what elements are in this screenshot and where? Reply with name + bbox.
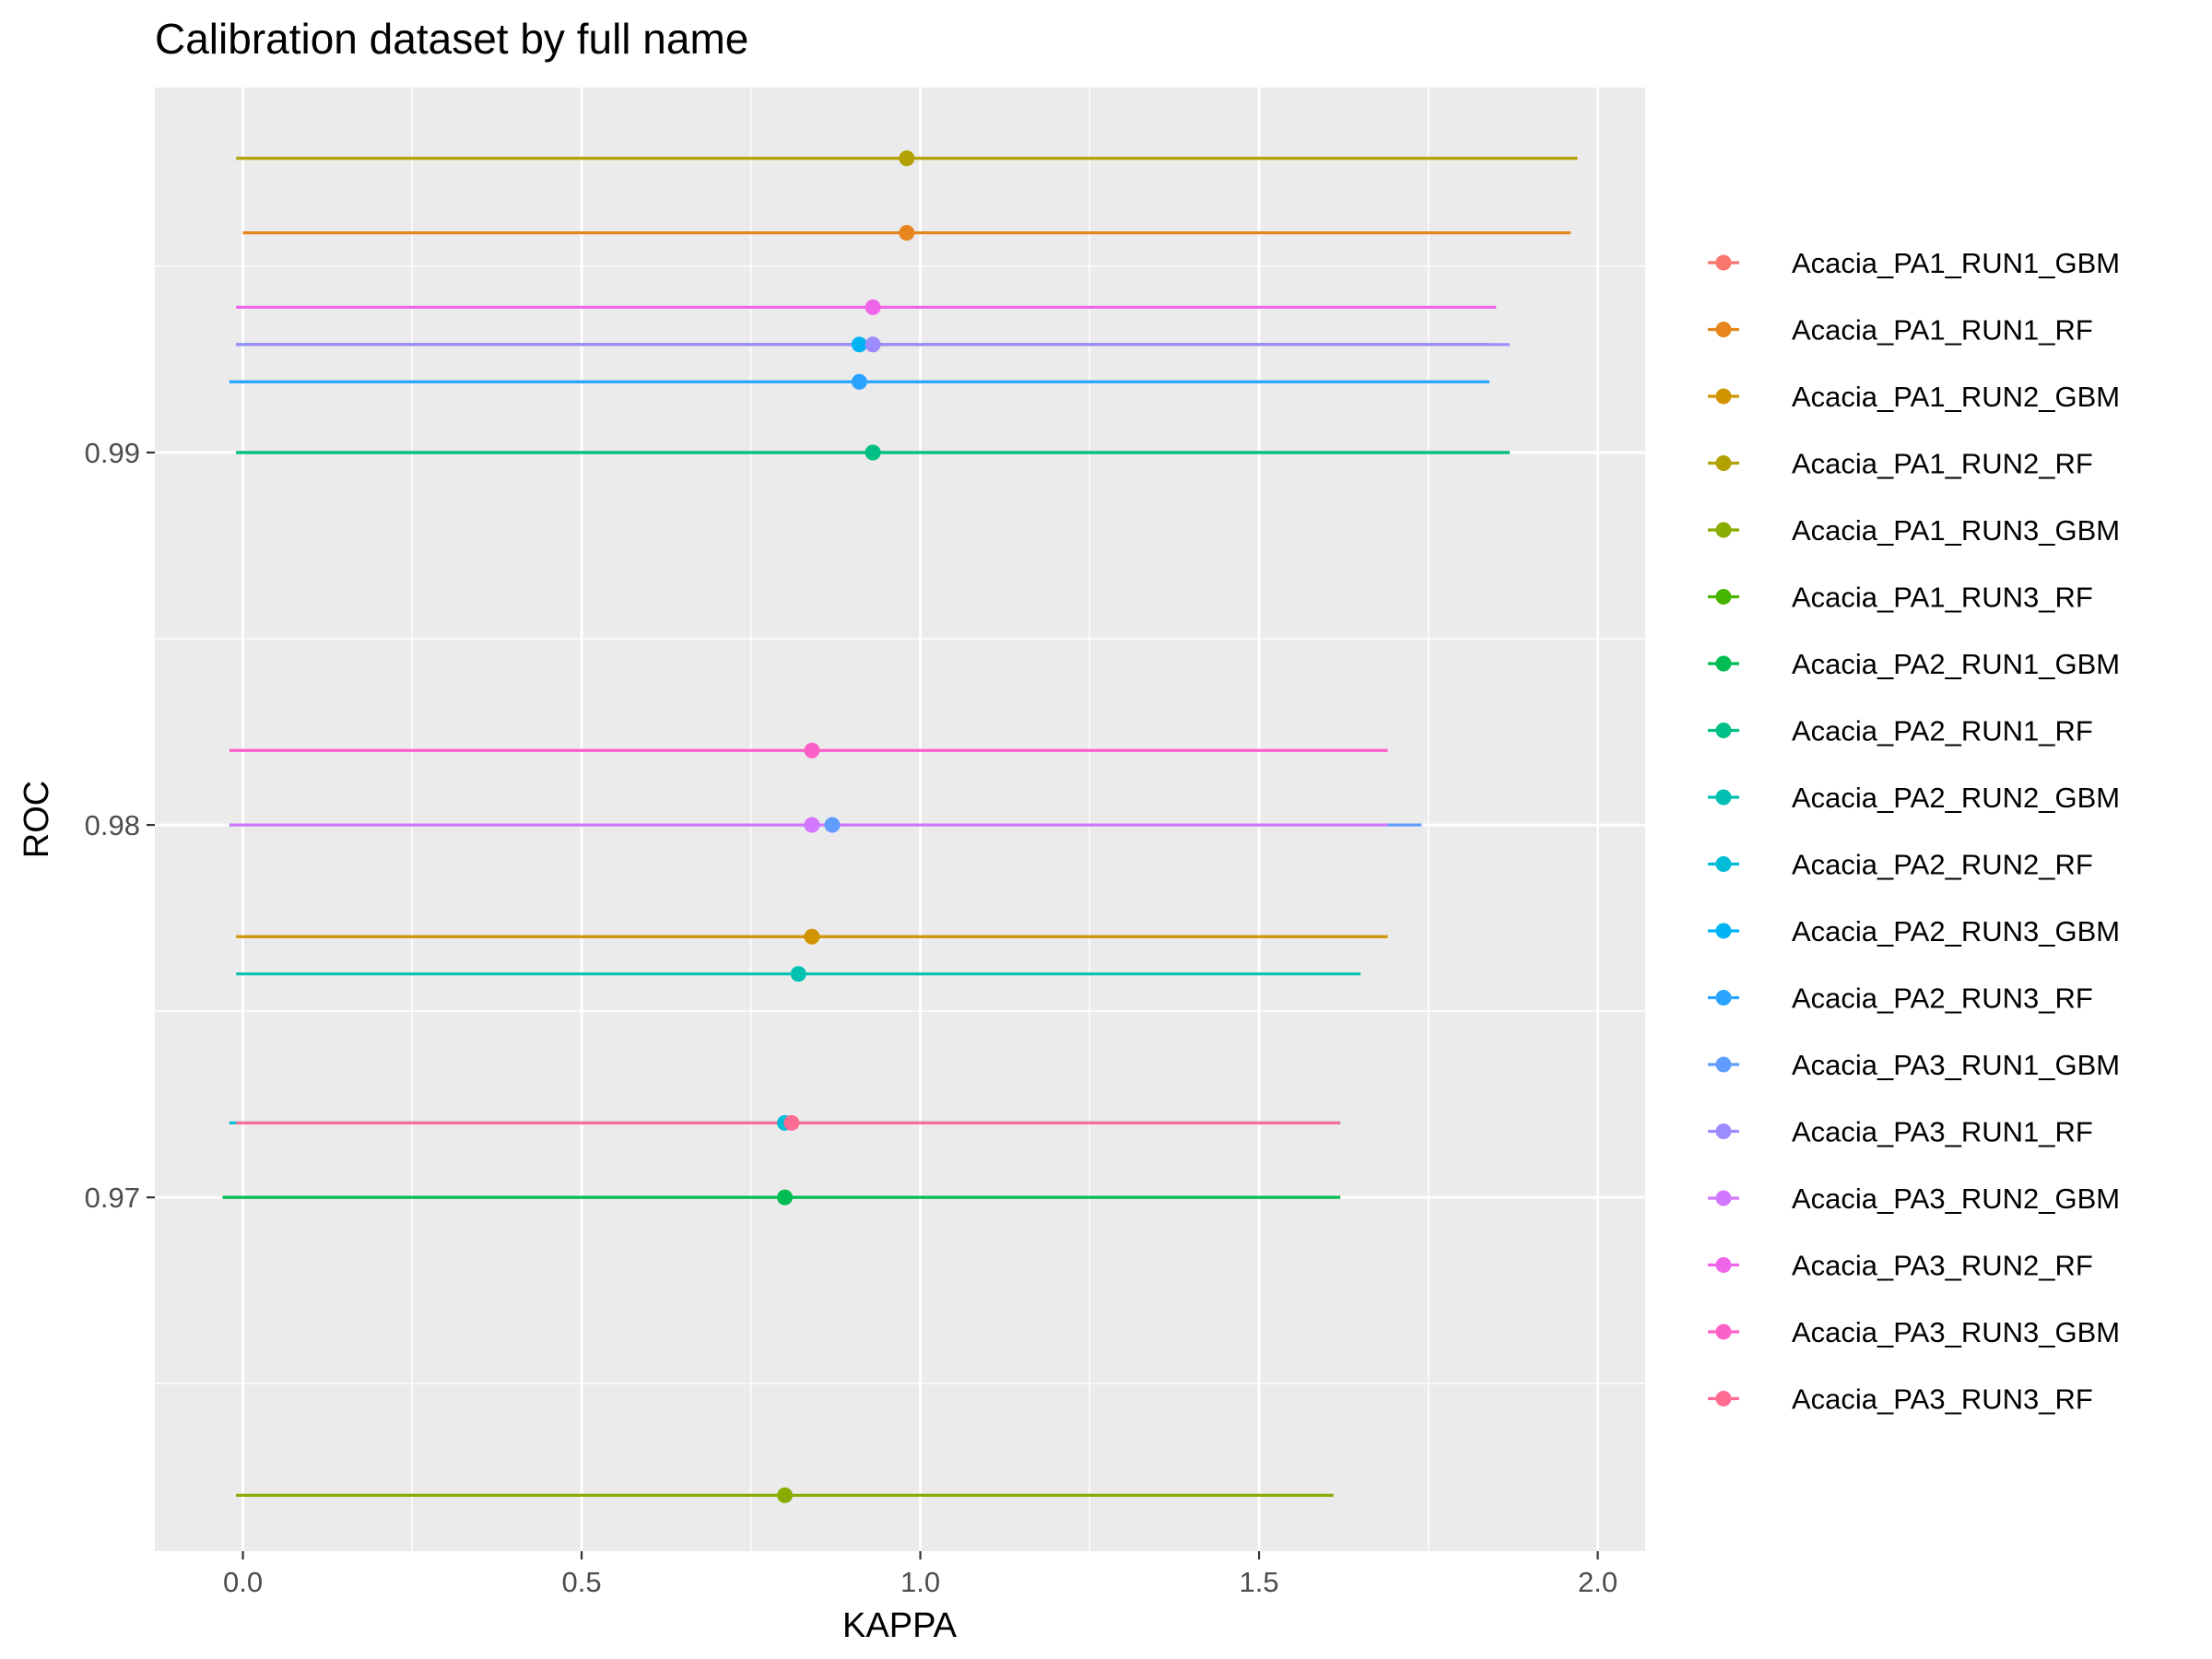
legend-key-point [1715, 522, 1732, 538]
legend-item: Acacia_PA3_RUN3_RF [1708, 1383, 2093, 1416]
data-point [851, 373, 867, 390]
legend-item: Acacia_PA1_RUN1_RF [1708, 314, 2093, 347]
legend-key-point [1715, 1324, 1732, 1340]
legend-label: Acacia_PA1_RUN1_RF [1792, 314, 2093, 347]
legend-item: Acacia_PA3_RUN2_RF [1708, 1250, 2093, 1282]
legend-item: Acacia_PA1_RUN2_RF [1708, 448, 2093, 480]
legend-item: Acacia_PA2_RUN2_GBM [1708, 782, 2120, 814]
y-axis-label: ROC [18, 781, 56, 858]
data-point [777, 1189, 794, 1206]
legend-item: Acacia_PA2_RUN1_RF [1708, 715, 2093, 747]
legend-item: Acacia_PA2_RUN3_RF [1708, 982, 2093, 1015]
legend-item: Acacia_PA2_RUN2_RF [1708, 849, 2093, 881]
x-tick-label: 0.0 [223, 1566, 263, 1598]
legend-key-point [1715, 322, 1732, 337]
legend-key-point [1715, 455, 1732, 471]
legend-label: Acacia_PA2_RUN2_RF [1792, 849, 2093, 881]
data-point [804, 742, 820, 759]
legend-label: Acacia_PA2_RUN3_RF [1792, 982, 2093, 1015]
y-axis: 0.97 0.98 0.99 [85, 437, 155, 1214]
data-point [790, 966, 806, 982]
legend-key-point [1715, 723, 1732, 738]
legend-item: Acacia_PA1_RUN2_GBM [1708, 381, 2120, 413]
minor-grid [155, 88, 1645, 1551]
y-tick-label: 0.99 [85, 437, 140, 469]
data-point [865, 299, 881, 315]
legend-item: Acacia_PA3_RUN1_RF [1708, 1116, 2093, 1148]
legend-key-point [1715, 1190, 1732, 1206]
legend-label: Acacia_PA1_RUN3_GBM [1792, 514, 2120, 547]
legend-item: Acacia_PA1_RUN1_GBM [1708, 247, 2120, 279]
data-point [804, 928, 820, 945]
data-point [783, 1114, 800, 1131]
legend-label: Acacia_PA3_RUN2_RF [1792, 1250, 2093, 1282]
data-point [824, 817, 841, 833]
data-point [865, 336, 881, 353]
legend-label: Acacia_PA2_RUN1_RF [1792, 715, 2093, 747]
legend-key-point [1715, 1124, 1732, 1139]
x-tick-label: 1.0 [900, 1566, 940, 1598]
data-point [851, 336, 867, 353]
data-point [899, 225, 915, 241]
legend-key-point [1715, 1056, 1732, 1073]
legend-item: Acacia_PA3_RUN3_GBM [1708, 1316, 2120, 1348]
legend-label: Acacia_PA3_RUN2_GBM [1792, 1182, 2120, 1215]
legend-item: Acacia_PA3_RUN1_GBM [1708, 1049, 2120, 1081]
legend-label: Acacia_PA3_RUN1_GBM [1792, 1049, 2120, 1081]
legend-key-point [1715, 254, 1732, 271]
legend-key-point [1715, 1257, 1732, 1273]
plot-panel [155, 88, 1645, 1551]
legend-item: Acacia_PA1_RUN3_GBM [1708, 514, 2120, 547]
chart-title: Calibration dataset by full name [155, 15, 748, 63]
data-point [899, 150, 915, 167]
legend-key-point [1715, 923, 1732, 939]
legend-item: Acacia_PA2_RUN3_GBM [1708, 915, 2120, 947]
y-tick-label: 0.98 [85, 809, 140, 841]
legend-label: Acacia_PA1_RUN1_GBM [1792, 247, 2120, 279]
legend-key-point [1715, 589, 1732, 605]
legend-label: Acacia_PA2_RUN2_GBM [1792, 782, 2120, 814]
legend-label: Acacia_PA3_RUN3_RF [1792, 1383, 2093, 1416]
legend-label: Acacia_PA1_RUN2_GBM [1792, 381, 2120, 413]
y-tick-label: 0.97 [85, 1182, 140, 1214]
legend-key-point [1715, 990, 1732, 1006]
x-axis: 0.0 0.5 1.0 1.5 2.0 [223, 1551, 1618, 1598]
x-tick-label: 0.5 [561, 1566, 601, 1598]
legend-label: Acacia_PA3_RUN1_RF [1792, 1116, 2093, 1148]
legend-item: Acacia_PA3_RUN2_GBM [1708, 1182, 2120, 1215]
legend-label: Acacia_PA2_RUN3_GBM [1792, 915, 2120, 947]
legend-key-point [1715, 789, 1732, 806]
legend-label: Acacia_PA1_RUN3_RF [1792, 582, 2093, 614]
x-axis-label: KAPPA [842, 1606, 958, 1645]
data-point [865, 444, 881, 461]
x-tick-label: 2.0 [1578, 1566, 1618, 1598]
data-point [777, 1487, 794, 1503]
data-points [777, 150, 915, 1503]
legend-item: Acacia_PA2_RUN1_GBM [1708, 648, 2120, 680]
legend-key-point [1715, 388, 1732, 405]
legend-label: Acacia_PA1_RUN2_RF [1792, 448, 2093, 480]
legend-item: Acacia_PA1_RUN3_RF [1708, 582, 2093, 614]
legend: Acacia_PA1_RUN1_GBM Acacia_PA1_RUN1_RF Aca… [1708, 247, 2120, 1416]
data-point [804, 817, 820, 833]
legend-key-point [1715, 1391, 1732, 1406]
legend-key-point [1715, 856, 1732, 872]
legend-label: Acacia_PA3_RUN3_GBM [1792, 1316, 2120, 1348]
legend-label: Acacia_PA2_RUN1_GBM [1792, 648, 2120, 680]
legend-key-point [1715, 655, 1732, 672]
x-tick-label: 1.5 [1239, 1566, 1278, 1598]
